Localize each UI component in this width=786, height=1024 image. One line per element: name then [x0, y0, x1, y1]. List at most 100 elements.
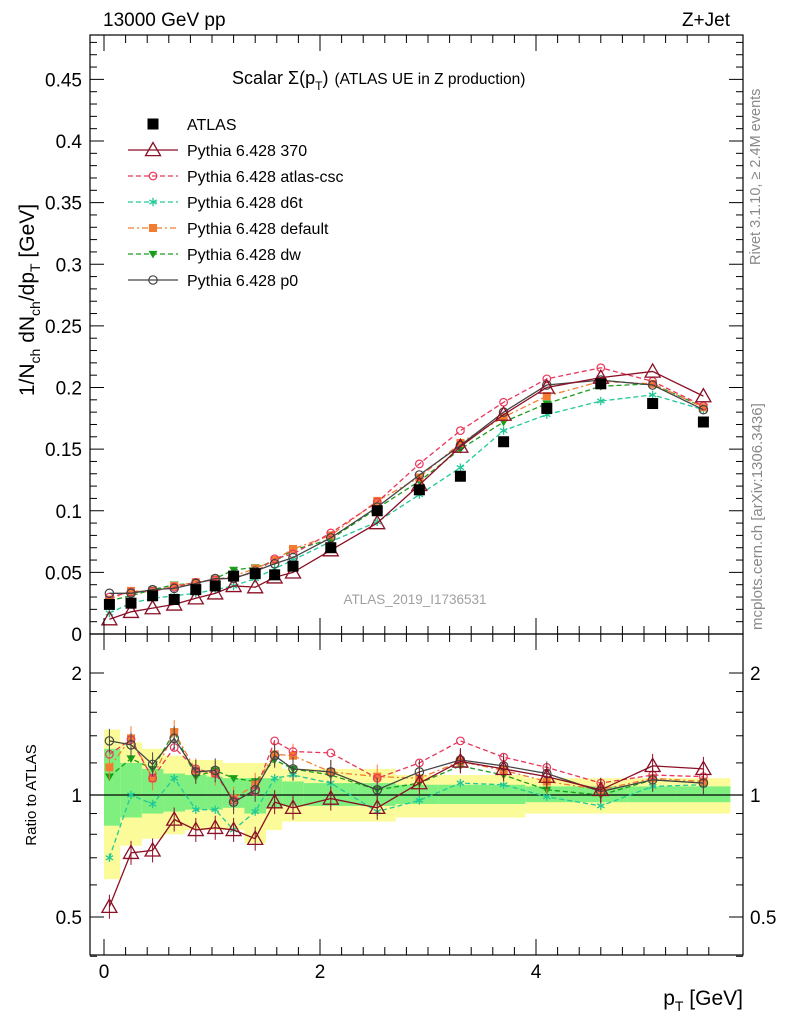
- ratio-point-atlascsc: [326, 748, 336, 758]
- point-p0: [169, 583, 179, 594]
- point-atlascsc: [326, 528, 336, 538]
- mcplots-label: mcplots.cern.ch [arXiv:1306.3436]: [749, 403, 766, 630]
- ratio-point-p370: [494, 760, 513, 776]
- legend-marker-p370: [144, 141, 162, 157]
- ratio-point-p0: [325, 767, 336, 777]
- point-p370: [143, 599, 162, 615]
- point-p370: [368, 514, 386, 530]
- point-p370: [694, 387, 713, 403]
- point-default: [289, 544, 297, 553]
- main-ytick-label: 0.25: [45, 317, 82, 338]
- point-ATLAS: [498, 436, 510, 448]
- point-p370: [538, 378, 556, 394]
- point-p370: [122, 603, 140, 619]
- header-right: Z+Jet: [682, 10, 731, 31]
- legend-label-d6t: Pythia 6.428 d6t: [187, 195, 303, 212]
- ratio-point-d6t: [191, 805, 200, 814]
- ratio-point-p0: [126, 740, 136, 750]
- series-line-atlascsc: [109, 367, 704, 598]
- ratio-point-d6t: [127, 790, 135, 800]
- point-default: [456, 438, 465, 447]
- point-p370: [206, 584, 224, 600]
- ratio-point-p370: [368, 798, 386, 815]
- main-ytick-label: 0.35: [45, 194, 82, 215]
- point-ATLAS: [147, 590, 159, 602]
- ratio-point-atlascsc: [288, 747, 298, 756]
- ratio-ytick-label: 1: [71, 786, 82, 807]
- rivet-label: Rivet 3.1.10, ≥ 2.4M events: [748, 89, 764, 265]
- point-ATLAS: [697, 416, 709, 428]
- series-line-default: [109, 380, 704, 601]
- ratio-point-p0: [147, 759, 158, 770]
- main-title: Scalar Σ(pT) (ATLAS UE in Z production): [232, 68, 525, 93]
- point-default: [648, 379, 657, 388]
- point-p0: [414, 470, 425, 480]
- point-ATLAS: [287, 560, 299, 572]
- point-ATLAS: [249, 568, 261, 580]
- legend-label-ATLAS: ATLAS: [187, 117, 237, 134]
- main-ytick-label: 0.45: [45, 70, 82, 91]
- point-d6t: [596, 396, 605, 406]
- legend-label-default: Pythia 6.428 default: [187, 221, 329, 238]
- x-tick-label: 0: [99, 962, 110, 983]
- band-inner-bin: [185, 775, 207, 810]
- point-p370: [224, 577, 243, 593]
- series-line-p0: [109, 379, 704, 594]
- ratio-point-p0: [191, 767, 201, 777]
- point-ATLAS: [541, 402, 553, 414]
- ratio-point-p370: [143, 841, 162, 857]
- ratio-point-d6t: [415, 796, 424, 805]
- legend-label-atlascsc: Pythia 6.428 atlas-csc: [187, 169, 344, 186]
- ratio-point-p370: [322, 789, 340, 805]
- point-p370: [644, 362, 662, 378]
- legend-marker-dw: [148, 250, 158, 259]
- legend-marker-default: [149, 224, 157, 232]
- point-ATLAS: [325, 542, 337, 554]
- band-inner-bin: [438, 784, 482, 805]
- main-ytick-label: 0: [71, 625, 82, 646]
- header-left: 13000 GeV pp: [103, 10, 226, 31]
- ratio-ytick-label-right: 2: [750, 664, 761, 685]
- legend-label-p0: Pythia 6.428 p0: [187, 273, 298, 290]
- legend-label-dw: Pythia 6.428 dw: [187, 247, 301, 264]
- ratio-point-p370: [224, 821, 243, 837]
- main-ytick-label: 0.2: [56, 379, 82, 400]
- point-d6t: [648, 390, 657, 400]
- ratio-point-d6t: [105, 853, 114, 862]
- ratio-point-d6t: [270, 774, 279, 783]
- ratio-point-p370: [187, 821, 205, 837]
- main-ytick-label: 0.4: [56, 132, 83, 153]
- point-default: [127, 586, 135, 595]
- legend-marker-d6t: [149, 197, 157, 207]
- ratio-point-p370: [644, 757, 662, 773]
- point-ATLAS: [125, 597, 137, 609]
- ratio-point-p370: [100, 897, 119, 914]
- point-default: [326, 531, 335, 540]
- band-inner-bin: [120, 762, 142, 818]
- ratio-point-p370: [122, 844, 140, 860]
- ratio-point-p0: [169, 733, 179, 744]
- legend-marker-ATLAS: [147, 118, 159, 130]
- series-line-dw: [109, 383, 704, 602]
- point-ATLAS: [190, 584, 202, 596]
- point-default: [170, 581, 179, 590]
- legend-marker-p0: [148, 275, 158, 285]
- ratio-point-default: [148, 774, 157, 783]
- band-inner-bin: [627, 786, 677, 803]
- ratio-point-p370: [246, 829, 264, 846]
- ratio-point-default: [373, 772, 382, 781]
- ratio-point-dw: [126, 755, 136, 764]
- point-default: [699, 403, 708, 412]
- band-inner-bin: [163, 773, 185, 812]
- analysis-id: ATLAS_2019_I1736531: [343, 592, 486, 607]
- ratio-point-d6t: [148, 799, 157, 809]
- ratio-point-p370: [451, 752, 470, 768]
- ratio-point-default: [105, 763, 114, 772]
- band-inner-bin: [482, 784, 526, 805]
- point-ATLAS: [454, 470, 466, 482]
- legend-marker-atlascsc: [148, 171, 158, 181]
- main-ytick-label: 0.1: [56, 502, 82, 523]
- point-atlascsc: [414, 459, 424, 469]
- main-ytick-label: 0.3: [56, 255, 82, 276]
